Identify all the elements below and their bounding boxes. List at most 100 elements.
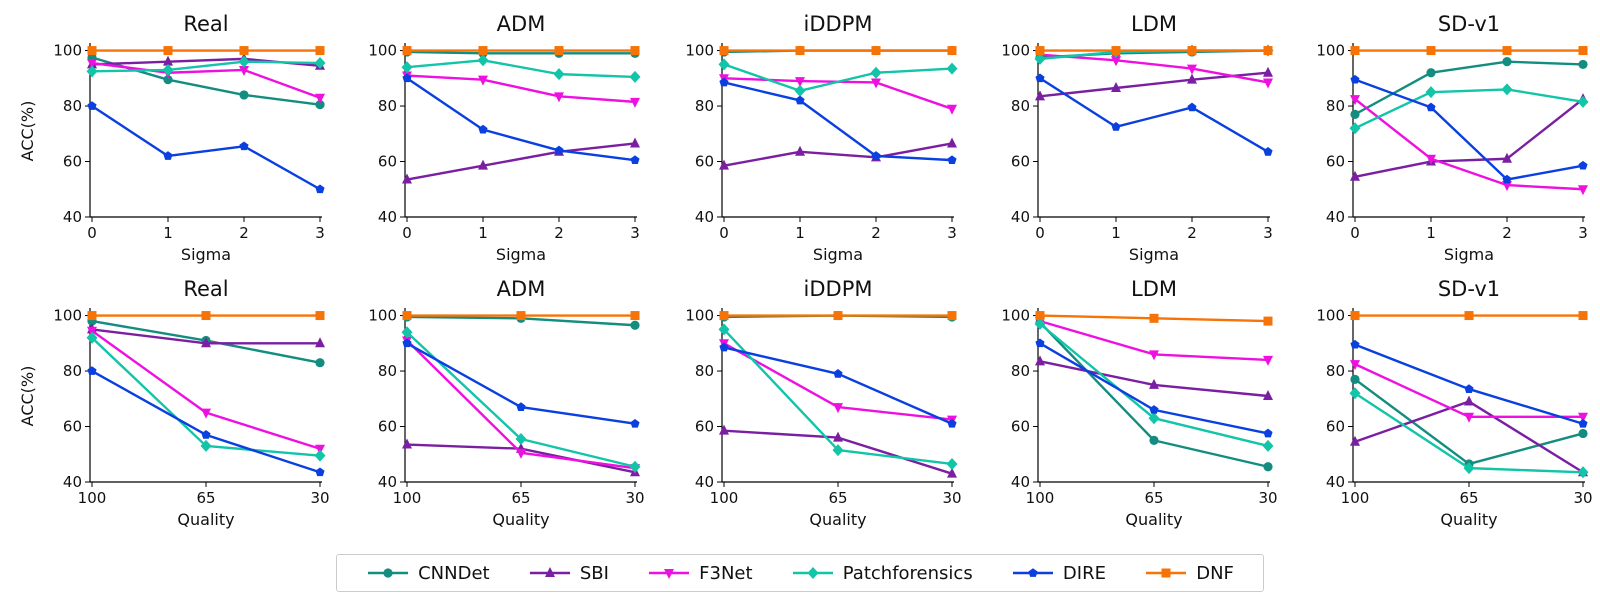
point-patchforensics <box>629 70 641 83</box>
subplot-title: LDM <box>1131 12 1177 36</box>
point-dnf <box>1187 46 1197 56</box>
point-f3net <box>630 97 640 108</box>
point-dire <box>1426 102 1436 112</box>
series-line-dire <box>406 77 636 162</box>
y-tick-label: 60 <box>378 153 397 171</box>
series-line-cnndet <box>1039 321 1269 468</box>
point-sbi <box>1502 152 1512 163</box>
x-tick-label: 65 <box>828 489 847 507</box>
x-tick-label: 3 <box>630 224 640 242</box>
point-dnf <box>1464 311 1474 321</box>
series-line-f3net <box>1039 53 1269 84</box>
legend-label: Patchforensics <box>842 562 973 584</box>
point-patchforensics <box>718 58 730 71</box>
x-tick-label: 100 <box>710 489 739 507</box>
point-dnf <box>630 311 640 321</box>
point-dnf <box>1350 311 1360 321</box>
point-dire <box>719 342 729 352</box>
point-f3net <box>871 78 881 89</box>
x-tick-label: 1 <box>1426 224 1436 242</box>
point-dnf <box>1035 311 1045 321</box>
x-tick-label: 65 <box>1459 489 1478 507</box>
y-tick-label: 80 <box>1326 97 1345 115</box>
legend-label: DIRE <box>1062 562 1106 584</box>
x-tick-label: 1 <box>1111 224 1121 242</box>
point-dire <box>478 124 488 134</box>
y-tick-label: 60 <box>378 418 397 436</box>
point-patchforensics <box>1425 86 1437 99</box>
series-line-cnndet <box>406 50 635 55</box>
x-tick-label: 3 <box>947 224 957 242</box>
x-tick-label: 65 <box>1144 489 1163 507</box>
y-tick-label: 80 <box>63 362 82 380</box>
subplot-title: iDDPM <box>804 12 873 36</box>
y-tick-label: 80 <box>378 362 397 380</box>
point-f3net <box>315 93 325 104</box>
y-tick-label: 40 <box>695 208 714 226</box>
point-sbi <box>947 467 957 478</box>
point-dnf <box>1263 316 1273 326</box>
y-tick-label: 60 <box>63 418 82 436</box>
x-axis-label: Sigma <box>496 245 546 264</box>
series-line-dire <box>1039 77 1269 153</box>
point-sbi <box>1350 435 1360 446</box>
y-tick-label: 40 <box>1326 208 1345 226</box>
point-sbi <box>1111 82 1121 92</box>
point-cnndet <box>163 75 173 85</box>
point-dnf <box>554 46 564 56</box>
series-line-dire <box>1354 78 1584 181</box>
point-f3net <box>1464 412 1474 423</box>
point-patchforensics <box>946 457 958 470</box>
legend-swatch <box>1146 568 1187 578</box>
series-line-f3net <box>91 61 321 99</box>
point-cnndet <box>1350 374 1360 384</box>
point-sbi <box>1149 378 1159 389</box>
point-dire <box>516 402 526 411</box>
point-dire <box>239 141 249 151</box>
point-patchforensics <box>629 460 641 473</box>
point-dire <box>947 418 957 428</box>
series-line-patchforensics <box>723 63 953 92</box>
x-axis-label: Sigma <box>181 245 231 264</box>
point-patchforensics <box>832 444 844 457</box>
point-dnf <box>87 311 97 321</box>
series-line-f3net <box>406 74 636 104</box>
series-line-dire <box>406 342 636 425</box>
y-tick-label: 40 <box>63 473 82 491</box>
point-dnf <box>1578 46 1588 56</box>
point-dnf <box>87 46 97 56</box>
point-patchforensics <box>553 68 565 81</box>
legend-item-f3net: F3Net <box>647 563 753 584</box>
y-tick-label: 100 <box>1001 42 1030 60</box>
series-line-dire <box>723 81 953 162</box>
y-tick-label: 60 <box>1326 153 1345 171</box>
point-dnf <box>201 311 211 321</box>
y-tick-label: 40 <box>378 208 397 226</box>
x-tick-label: 3 <box>1578 224 1588 242</box>
y-tick-label: 60 <box>1011 153 1030 171</box>
y-tick-label: 80 <box>695 362 714 380</box>
subplot-iddpm-quality: 40 60 80 100 100 65 30 iDDPM Quality <box>685 277 961 529</box>
x-tick-label: 2 <box>1187 224 1197 242</box>
x-tick-label: 30 <box>310 489 329 507</box>
subplot-real-sigma: 40 60 80 100 0 1 2 3 Real Sigma ACC(%) <box>18 12 326 264</box>
legend-item-sbi: SBI <box>528 563 609 584</box>
subplot-ldm-sigma: 40 60 80 100 0 1 2 3 LDM Sigma <box>1001 12 1274 264</box>
point-patchforensics <box>401 326 413 339</box>
point-f3net <box>201 408 211 419</box>
legend-label: DNF <box>1196 562 1234 584</box>
point-f3net <box>1350 360 1360 371</box>
legend-swatch <box>792 567 833 579</box>
point-sbi <box>1263 66 1273 77</box>
point-sbi <box>315 337 325 348</box>
point-dire <box>1464 384 1474 393</box>
y-tick-label: 60 <box>1011 418 1030 436</box>
legend-swatch <box>368 568 409 578</box>
point-sbi <box>163 55 173 66</box>
subplot-title: iDDPM <box>804 277 873 301</box>
point-dire <box>402 338 412 348</box>
point-dire <box>630 155 640 165</box>
x-tick-label: 2 <box>239 224 249 242</box>
point-patchforensics <box>86 331 98 344</box>
point-f3net <box>1149 350 1159 361</box>
